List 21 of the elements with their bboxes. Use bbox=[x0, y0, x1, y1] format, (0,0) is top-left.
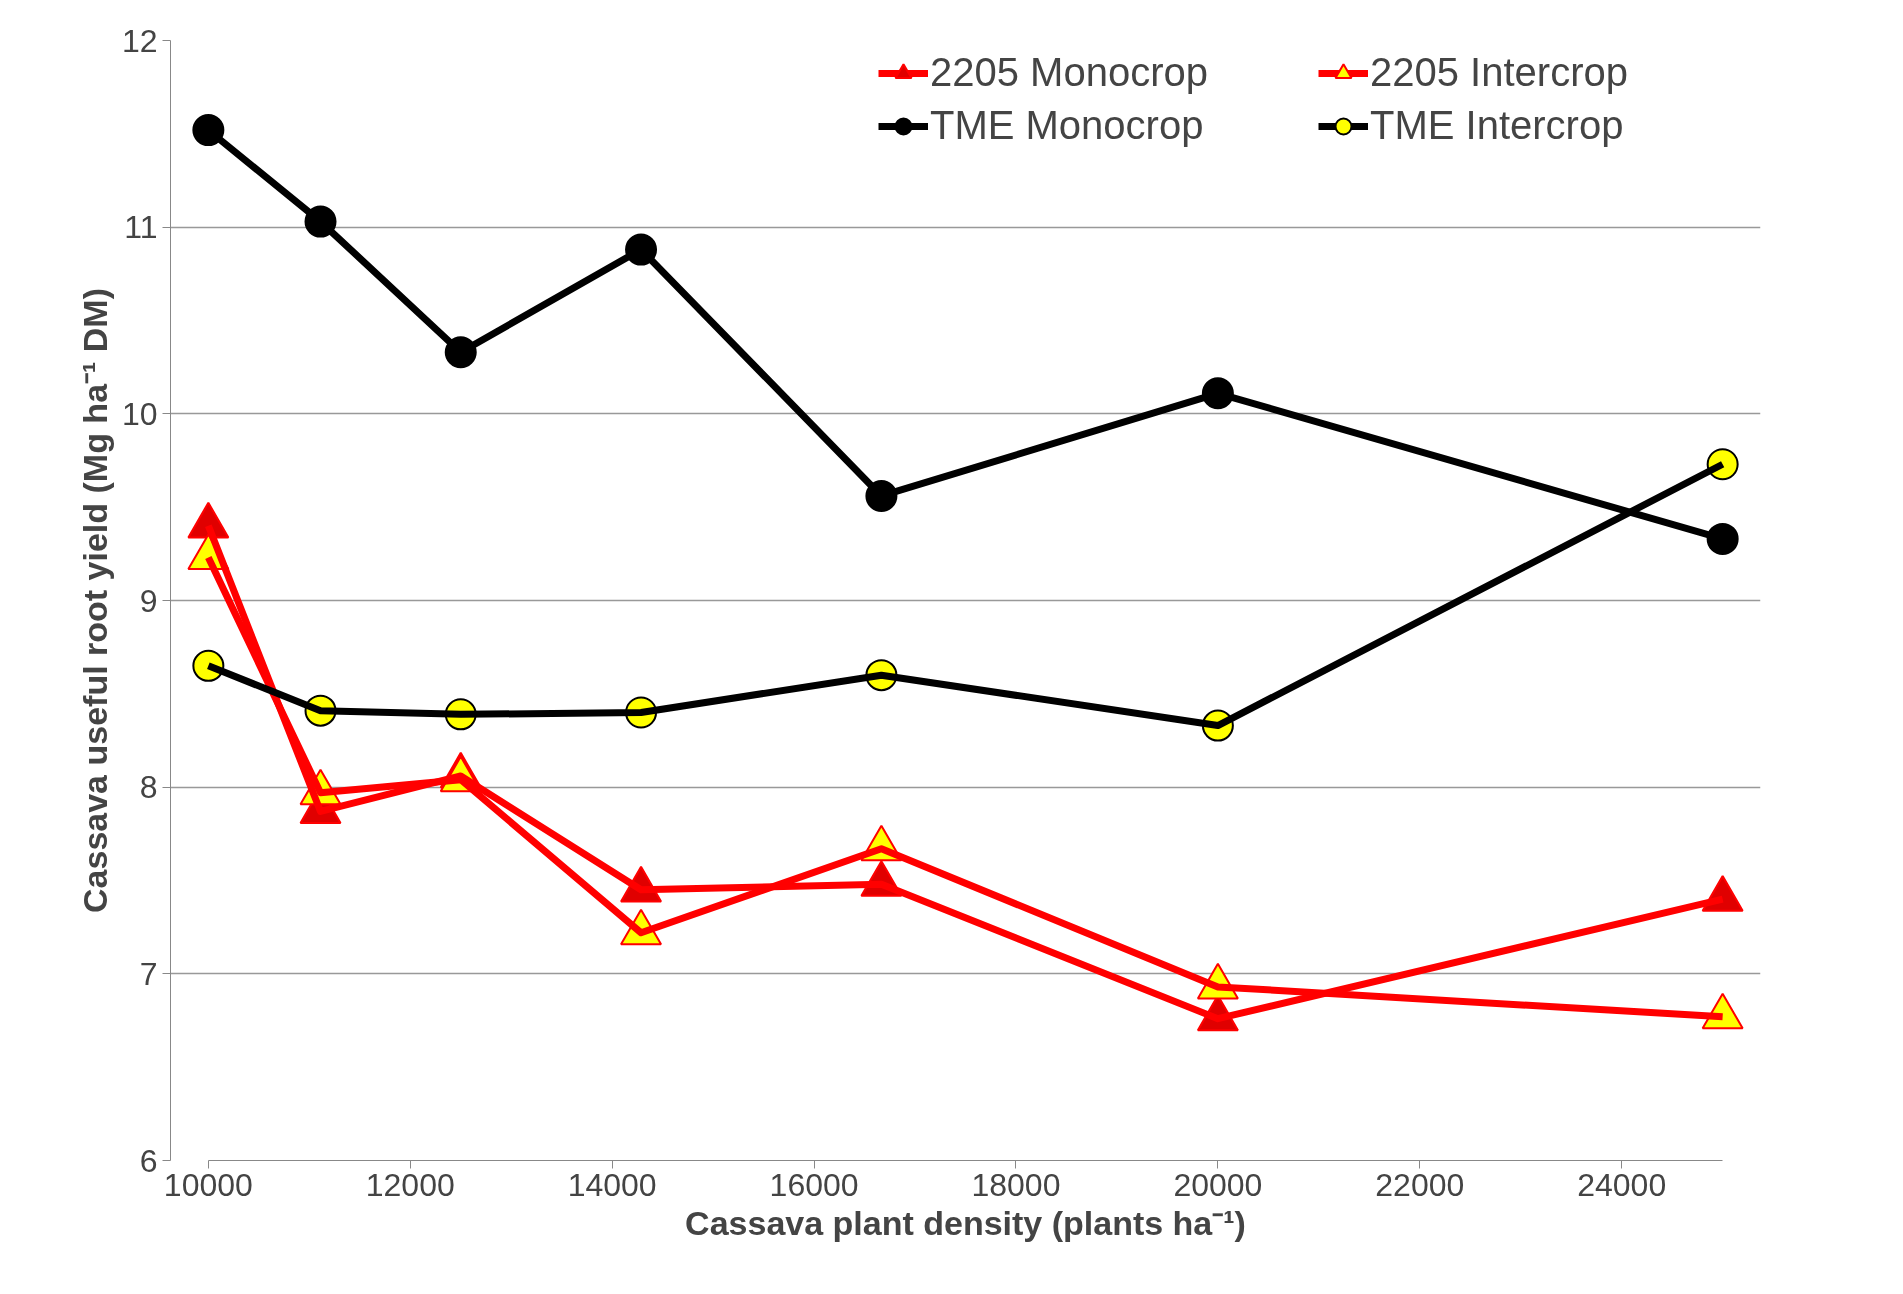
y-tick-label: 10 bbox=[121, 395, 158, 432]
legend-label: 2205 Monocrop bbox=[930, 50, 1209, 95]
x-axis-title: Cassava plant density (plants ha⁻¹) bbox=[685, 1203, 1246, 1242]
y-tick-label: 9 bbox=[139, 582, 158, 619]
legend-label: TME Intercrop bbox=[1370, 103, 1625, 148]
x-tick-label: 10000 bbox=[163, 1166, 253, 1203]
y-tick-label: 7 bbox=[139, 955, 158, 992]
x-tick-label: 18000 bbox=[971, 1166, 1061, 1203]
y-tick-label: 11 bbox=[124, 209, 158, 246]
x-tick-label: 22000 bbox=[1375, 1166, 1465, 1203]
x-tick-label: 14000 bbox=[567, 1166, 657, 1203]
legend-label: 2205 Intercrop bbox=[1370, 50, 1629, 95]
y-tick-label: 12 bbox=[121, 22, 158, 59]
y-axis-title: Cassava useful root yield (Mg ha⁻¹ DM) bbox=[75, 288, 114, 913]
x-tick-label: 24000 bbox=[1577, 1166, 1667, 1203]
x-tick-label: 12000 bbox=[365, 1166, 455, 1203]
y-tick-label: 8 bbox=[139, 769, 158, 806]
x-tick-label: 16000 bbox=[769, 1166, 859, 1203]
x-tick-label: 20000 bbox=[1173, 1166, 1263, 1203]
legend-label: TME Monocrop bbox=[930, 103, 1205, 148]
y-tick-label: 6 bbox=[139, 1142, 158, 1179]
